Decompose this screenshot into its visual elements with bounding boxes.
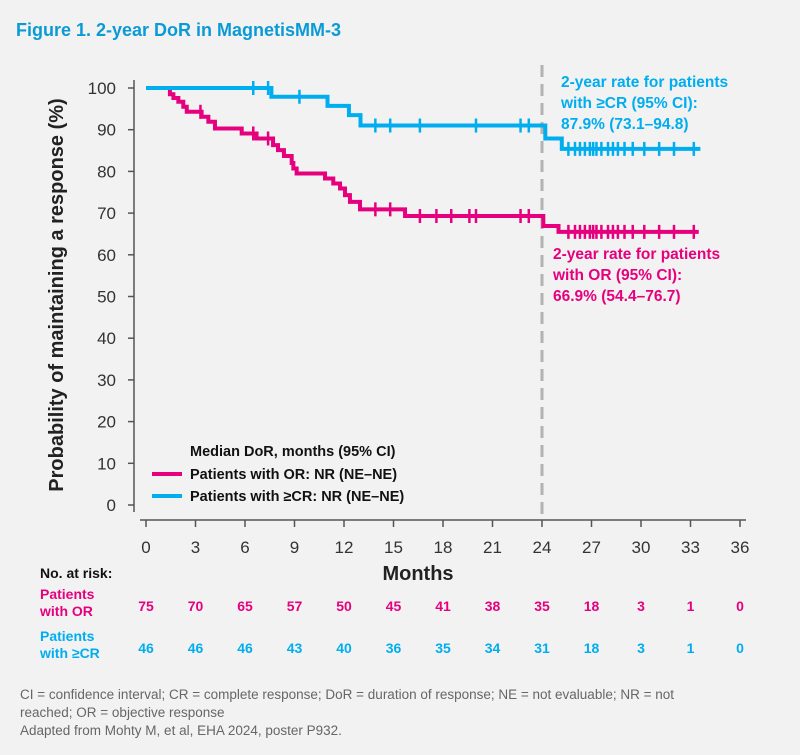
series-cr bbox=[146, 81, 701, 156]
risk-value: 43 bbox=[287, 640, 303, 656]
risk-value: 1 bbox=[687, 640, 695, 656]
y-tick-label: 10 bbox=[97, 454, 116, 473]
y-tick-label: 30 bbox=[97, 371, 116, 390]
risk-value: 46 bbox=[138, 640, 154, 656]
risk-value: 45 bbox=[386, 598, 402, 614]
risk-value: 35 bbox=[435, 640, 451, 656]
risk-value: 0 bbox=[736, 640, 744, 656]
annotations: 2-year rate for patients with ≥CR (95% CI… bbox=[552, 74, 728, 305]
x-tick-label: 6 bbox=[240, 538, 249, 557]
y-tick-label: 60 bbox=[97, 246, 116, 265]
legend-entry: Patients with ≥CR: NR (NE–NE) bbox=[190, 489, 404, 505]
risk-table-label: No. at risk: bbox=[40, 565, 112, 581]
risk-value: 31 bbox=[534, 640, 550, 656]
x-tick-label: 12 bbox=[335, 538, 354, 557]
risk-value: 46 bbox=[237, 640, 253, 656]
x-tick-label: 18 bbox=[434, 538, 453, 557]
risk-value: 0 bbox=[736, 598, 744, 614]
y-tick-label: 40 bbox=[97, 329, 116, 348]
risk-row-label: Patients bbox=[40, 628, 95, 644]
x-tick-label: 33 bbox=[681, 538, 700, 557]
y-tick-label: 70 bbox=[97, 204, 116, 223]
x-tick-label: 15 bbox=[384, 538, 403, 557]
annotation-or-rate: 66.9% (54.4–76.7) bbox=[553, 288, 681, 305]
x-tick-label: 30 bbox=[632, 538, 651, 557]
y-tick-label: 20 bbox=[97, 413, 116, 432]
legend: Median DoR, months (95% CI) Patients with… bbox=[152, 444, 404, 505]
risk-value: 65 bbox=[237, 598, 253, 614]
figure-title: Figure 1. 2-year DoR in MagnetisMM-3 bbox=[16, 20, 341, 40]
curves bbox=[146, 81, 701, 239]
y-axis-label: Probability of maintaining a response (%… bbox=[46, 98, 68, 491]
risk-value: 18 bbox=[584, 598, 600, 614]
risk-value: 1 bbox=[687, 598, 695, 614]
risk-value: 34 bbox=[485, 640, 501, 656]
risk-value: 3 bbox=[637, 598, 645, 614]
footnote: Adapted from Mohty M, et al, EHA 2024, p… bbox=[20, 723, 342, 738]
annotation-or-rate: with OR (95% CI): bbox=[552, 267, 682, 284]
risk-row-label: with ≥CR bbox=[39, 645, 100, 661]
y-tick-label: 0 bbox=[107, 496, 116, 515]
x-tick-label: 9 bbox=[290, 538, 299, 557]
risk-value: 75 bbox=[138, 598, 154, 614]
x-tick-label: 27 bbox=[582, 538, 601, 557]
annotation-cr-rate: 87.9% (73.1–94.8) bbox=[561, 116, 689, 133]
risk-row-label: Patients bbox=[40, 586, 95, 602]
legend-entry: Patients with OR: NR (NE–NE) bbox=[190, 467, 397, 483]
km-curve-or bbox=[146, 86, 699, 234]
risk-value: 41 bbox=[435, 598, 451, 614]
risk-value: 18 bbox=[584, 640, 600, 656]
y-tick-label: 80 bbox=[97, 162, 116, 181]
y-tick-label: 90 bbox=[97, 121, 116, 140]
risk-row-label: with OR bbox=[39, 603, 93, 619]
y-tick-label: 50 bbox=[97, 288, 116, 307]
x-tick-label: 3 bbox=[191, 538, 200, 557]
risk-value: 35 bbox=[534, 598, 550, 614]
annotation-cr-rate: 2-year rate for patients bbox=[561, 74, 728, 91]
risk-value: 38 bbox=[485, 598, 501, 614]
risk-value: 3 bbox=[637, 640, 645, 656]
x-tick-label: 21 bbox=[483, 538, 502, 557]
x-tick-label: 36 bbox=[731, 538, 750, 557]
series-or bbox=[146, 86, 699, 239]
x-tick-label: 0 bbox=[141, 538, 150, 557]
legend-title: Median DoR, months (95% CI) bbox=[190, 444, 396, 460]
footnote: reached; OR = objective response bbox=[20, 705, 225, 720]
risk-value: 57 bbox=[287, 598, 303, 614]
footnotes: CI = confidence interval; CR = complete … bbox=[20, 687, 674, 738]
x-tick-label: 24 bbox=[533, 538, 552, 557]
footnote: CI = confidence interval; CR = complete … bbox=[20, 687, 674, 702]
risk-value: 40 bbox=[336, 640, 352, 656]
x-axis-label: Months bbox=[382, 563, 453, 585]
risk-value: 50 bbox=[336, 598, 352, 614]
risk-value: 70 bbox=[188, 598, 204, 614]
risk-value: 36 bbox=[386, 640, 402, 656]
km-curve-cr bbox=[146, 86, 701, 151]
annotation-cr-rate: with ≥CR (95% CI): bbox=[560, 95, 698, 112]
risk-value: 46 bbox=[188, 640, 204, 656]
y-tick-label: 100 bbox=[88, 79, 116, 98]
annotation-or-rate: 2-year rate for patients bbox=[553, 246, 720, 263]
